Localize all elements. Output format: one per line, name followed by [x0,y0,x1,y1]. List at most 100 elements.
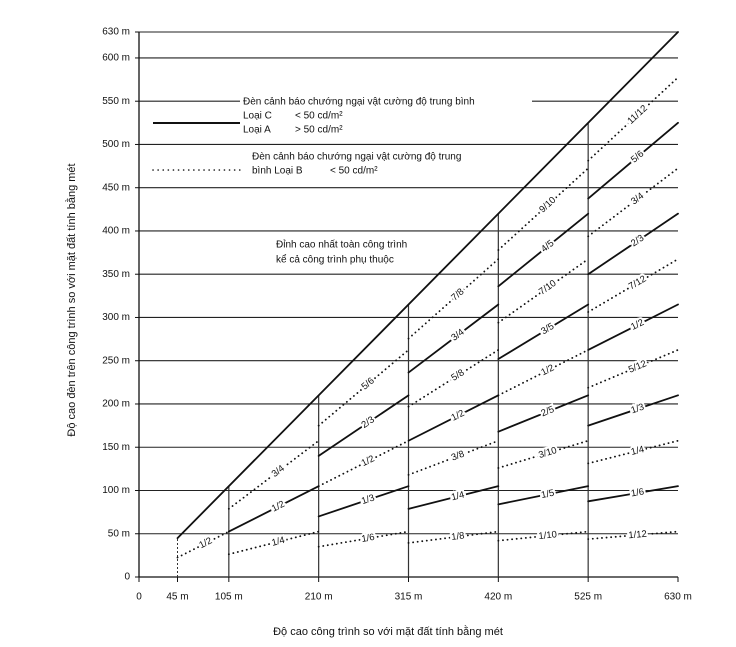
line-label: 7/10 [537,278,558,298]
solid-line [587,394,679,427]
annotation: Đỉnh cao nhất toàn công trình [276,239,407,251]
line-label: 1/8 [451,530,465,543]
dotted-line [227,530,320,556]
line-label: 1/2 [450,408,467,424]
solid-line [407,394,500,442]
annotation: < 50 cd/m² [295,111,343,122]
line-label: 1/3 [360,492,376,507]
x-tick-label: 525 m [574,592,602,603]
x-tick-label: 45 m [166,592,188,603]
line-label: 1/2 [197,535,214,551]
annotation: > 50 cd/m² [295,125,343,136]
line-label: 2/3 [629,233,646,250]
x-tick-label: 105 m [215,592,243,603]
annotation: < 50 cd/m² [330,166,378,177]
solid-line [317,394,410,457]
solid-line [587,121,679,200]
line-label: 1/12 [628,529,647,542]
dotted-line [497,530,590,542]
x-tick-label: 315 m [395,592,423,603]
x-axis-label: Độ cao công trình so với mặt đất tính bằ… [273,625,503,638]
y-tick-label: 450 m [102,182,130,193]
line-label: 2/5 [540,404,556,419]
line-label: 1/4 [270,535,286,549]
y-tick-label: 250 m [102,355,130,366]
y-tick-label: 50 m [108,528,130,539]
solid-line [176,31,679,539]
annotation: kể cả công trình phụ thuộc [276,254,394,266]
line-label: 3/8 [450,449,466,464]
line-label: 1/10 [538,529,558,542]
annotation: Loại A [243,125,271,136]
y-tick-label: 630 m [102,27,130,38]
y-axis-label: Độ cao đèn trên công trình so với mặt đấ… [65,163,78,436]
y-tick-label: 550 m [102,96,130,107]
dotted-line [317,530,410,548]
line-label: 1/4 [450,489,466,503]
dotted-line [407,349,500,408]
line-label: 2/3 [360,414,377,431]
solid-line [407,485,500,510]
line-label: 3/4 [449,327,466,344]
dotted-line [587,258,679,313]
dotted-line [227,439,320,510]
annotations: Đèn cảnh báo chướng ngại vật cường độ tr… [148,93,532,266]
y-tick-label: 150 m [102,442,130,453]
solid-line [587,212,679,276]
annotation-bg [240,93,532,137]
y-tick-label: 200 m [102,399,130,410]
solid-line [497,303,590,360]
y-tick-label: 300 m [102,312,130,323]
solid-line [317,485,410,518]
line-label: 1/2 [270,499,287,515]
dotted-line [587,76,679,162]
y-tick-label: 0 [124,572,130,583]
line-label: 1/5 [540,488,555,501]
line-label: 1/2 [539,362,556,378]
solid-line [587,485,679,503]
annotation: bình Loại B [252,166,303,177]
solid-line [497,485,590,506]
dotted-line [317,439,410,488]
line-label: 3/4 [270,463,287,480]
solid-line [587,303,679,351]
line-label: 9/10 [537,195,558,216]
annotation: Đèn cảnh báo chướng ngại vật cường độ tr… [252,152,461,163]
x-tick-label: 420 m [484,592,512,603]
dotted-line [497,258,590,324]
y-tick-label: 350 m [102,269,130,280]
line-label: 5/8 [449,367,466,383]
y-tick-label: 400 m [102,226,130,237]
line-label: 1/6 [630,486,645,499]
line-label: 11/12 [625,103,649,127]
solid-line [497,394,590,433]
line-label: 1/6 [361,532,376,545]
solid-line [497,212,590,288]
line-label: 1/4 [630,444,646,458]
dotted-line [587,167,679,238]
line-label: 1/2 [629,317,646,333]
x-tick-label: 630 m [664,592,692,603]
solid-line [407,303,500,374]
annotation-bg [148,148,503,178]
annotation-bg [268,236,434,266]
line-label: 3/5 [539,321,556,337]
line-label: 3/4 [629,191,646,208]
dotted-line [587,439,679,465]
x-tick-label: 210 m [305,592,333,603]
dotted-line [497,439,590,469]
y-tick-label: 100 m [102,485,130,496]
dotted-line [176,530,230,559]
annotation: Đèn cảnh báo chướng ngại vật cường độ tr… [243,97,475,108]
y-tick-label: 600 m [102,53,130,64]
line-label: 7/12 [627,273,649,292]
dotted-line [497,167,590,251]
dotted-line [407,530,500,544]
dotted-line [497,349,590,397]
solid-line [227,485,320,533]
annotation: Loại C [243,111,272,122]
dotted-line [407,258,500,340]
y-tick-label: 500 m [102,139,130,150]
